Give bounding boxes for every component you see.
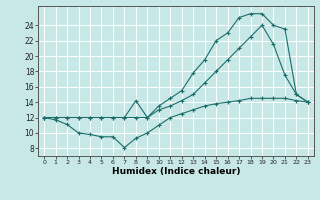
- X-axis label: Humidex (Indice chaleur): Humidex (Indice chaleur): [112, 167, 240, 176]
